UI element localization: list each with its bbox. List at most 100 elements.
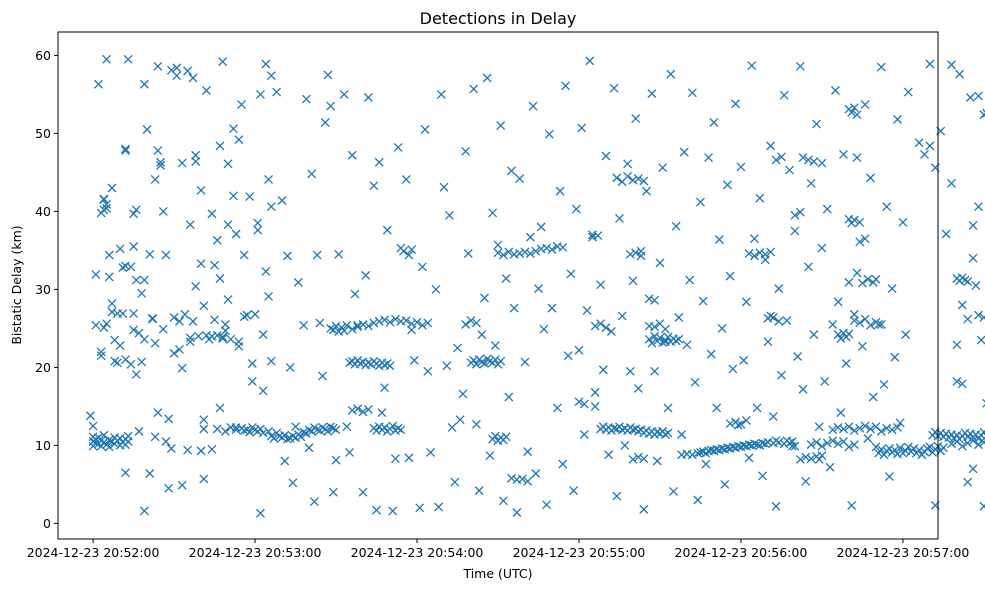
data-point: [847, 107, 857, 117]
data-point: [480, 293, 489, 303]
data-point: [844, 422, 854, 432]
data-point: [150, 338, 160, 348]
data-point: [839, 150, 848, 159]
data-point: [196, 446, 206, 456]
data-point: [247, 376, 257, 386]
data-point: [590, 321, 600, 331]
data-point: [304, 425, 314, 435]
data-point: [876, 62, 886, 72]
data-point: [185, 337, 195, 347]
data-point: [345, 447, 354, 457]
data-point: [566, 269, 576, 279]
data-point: [925, 442, 935, 452]
data-point: [779, 90, 789, 100]
data-point: [836, 334, 846, 343]
data-point: [558, 459, 568, 469]
data-point: [903, 87, 913, 97]
data-point: [358, 320, 368, 329]
data-point: [671, 221, 681, 231]
data-point: [857, 278, 867, 288]
data-point: [879, 380, 889, 390]
data-point: [91, 270, 101, 280]
y-axis: 0 10 20 30 40 50 60: [35, 48, 58, 531]
data-point: [258, 330, 268, 340]
data-point: [814, 454, 824, 464]
data-point: [99, 194, 109, 204]
data-point: [496, 356, 506, 366]
data-point: [177, 480, 187, 490]
data-point: [655, 333, 665, 343]
data-point: [901, 330, 911, 340]
data-point: [698, 296, 708, 306]
data-point: [358, 407, 368, 417]
data-point: [88, 421, 98, 431]
data-point: [855, 318, 865, 328]
data-point: [156, 160, 166, 170]
data-point: [561, 81, 570, 91]
data-point: [131, 369, 141, 379]
data-point: [255, 508, 265, 518]
data-point: [776, 370, 786, 380]
data-point: [229, 124, 238, 134]
data-point: [884, 444, 894, 453]
data-point: [126, 359, 136, 369]
data-point: [633, 384, 643, 393]
data-point: [809, 157, 819, 166]
data-point: [226, 334, 236, 344]
data-point: [766, 141, 776, 151]
data-point: [609, 423, 619, 433]
data-point: [121, 144, 130, 154]
data-point: [131, 205, 141, 215]
data-point: [282, 251, 292, 261]
data-point: [129, 209, 139, 219]
data-point: [658, 163, 668, 173]
data-point: [633, 426, 643, 436]
data-point: [801, 452, 811, 462]
data-point: [453, 343, 462, 353]
data-point: [223, 220, 233, 230]
data-point: [355, 359, 365, 368]
data-point: [110, 356, 120, 366]
data-point: [849, 426, 859, 436]
data-point: [94, 79, 103, 89]
data-point: [787, 437, 797, 446]
data-point: [849, 103, 859, 113]
data-point: [588, 232, 597, 242]
data-point: [884, 472, 894, 482]
data-point: [229, 191, 238, 201]
y-tick-label: 40: [35, 204, 51, 219]
data-point: [612, 491, 622, 501]
data-point: [704, 153, 714, 163]
data-point: [849, 440, 859, 450]
data-point: [650, 322, 660, 332]
data-point: [669, 486, 678, 496]
data-point: [882, 202, 892, 212]
data-point: [979, 110, 985, 120]
data-point: [682, 340, 692, 350]
data-point: [153, 146, 163, 156]
data-point: [296, 432, 306, 442]
data-point: [137, 288, 147, 298]
data-point: [139, 79, 149, 89]
data-point: [96, 436, 106, 446]
data-point: [212, 330, 222, 340]
data-point: [876, 444, 886, 454]
data-point: [380, 315, 390, 325]
chart-title: Detections in Delay: [420, 9, 577, 28]
data-point: [836, 408, 846, 418]
data-point: [347, 324, 357, 334]
data-point: [817, 441, 827, 451]
data-point: [758, 471, 767, 481]
data-point: [868, 277, 878, 287]
data-point: [747, 61, 757, 70]
data-point: [523, 447, 533, 457]
x-tick-label: 2024-12-23 20:53:00: [189, 545, 322, 560]
data-point: [785, 165, 794, 175]
data-point: [334, 249, 344, 259]
data-point: [156, 157, 166, 167]
y-tick-label: 20: [35, 360, 51, 375]
data-point: [852, 110, 862, 120]
x-tick-label: 2024-12-23 20:56:00: [675, 545, 808, 560]
data-point: [790, 441, 800, 451]
data-point: [828, 436, 838, 446]
